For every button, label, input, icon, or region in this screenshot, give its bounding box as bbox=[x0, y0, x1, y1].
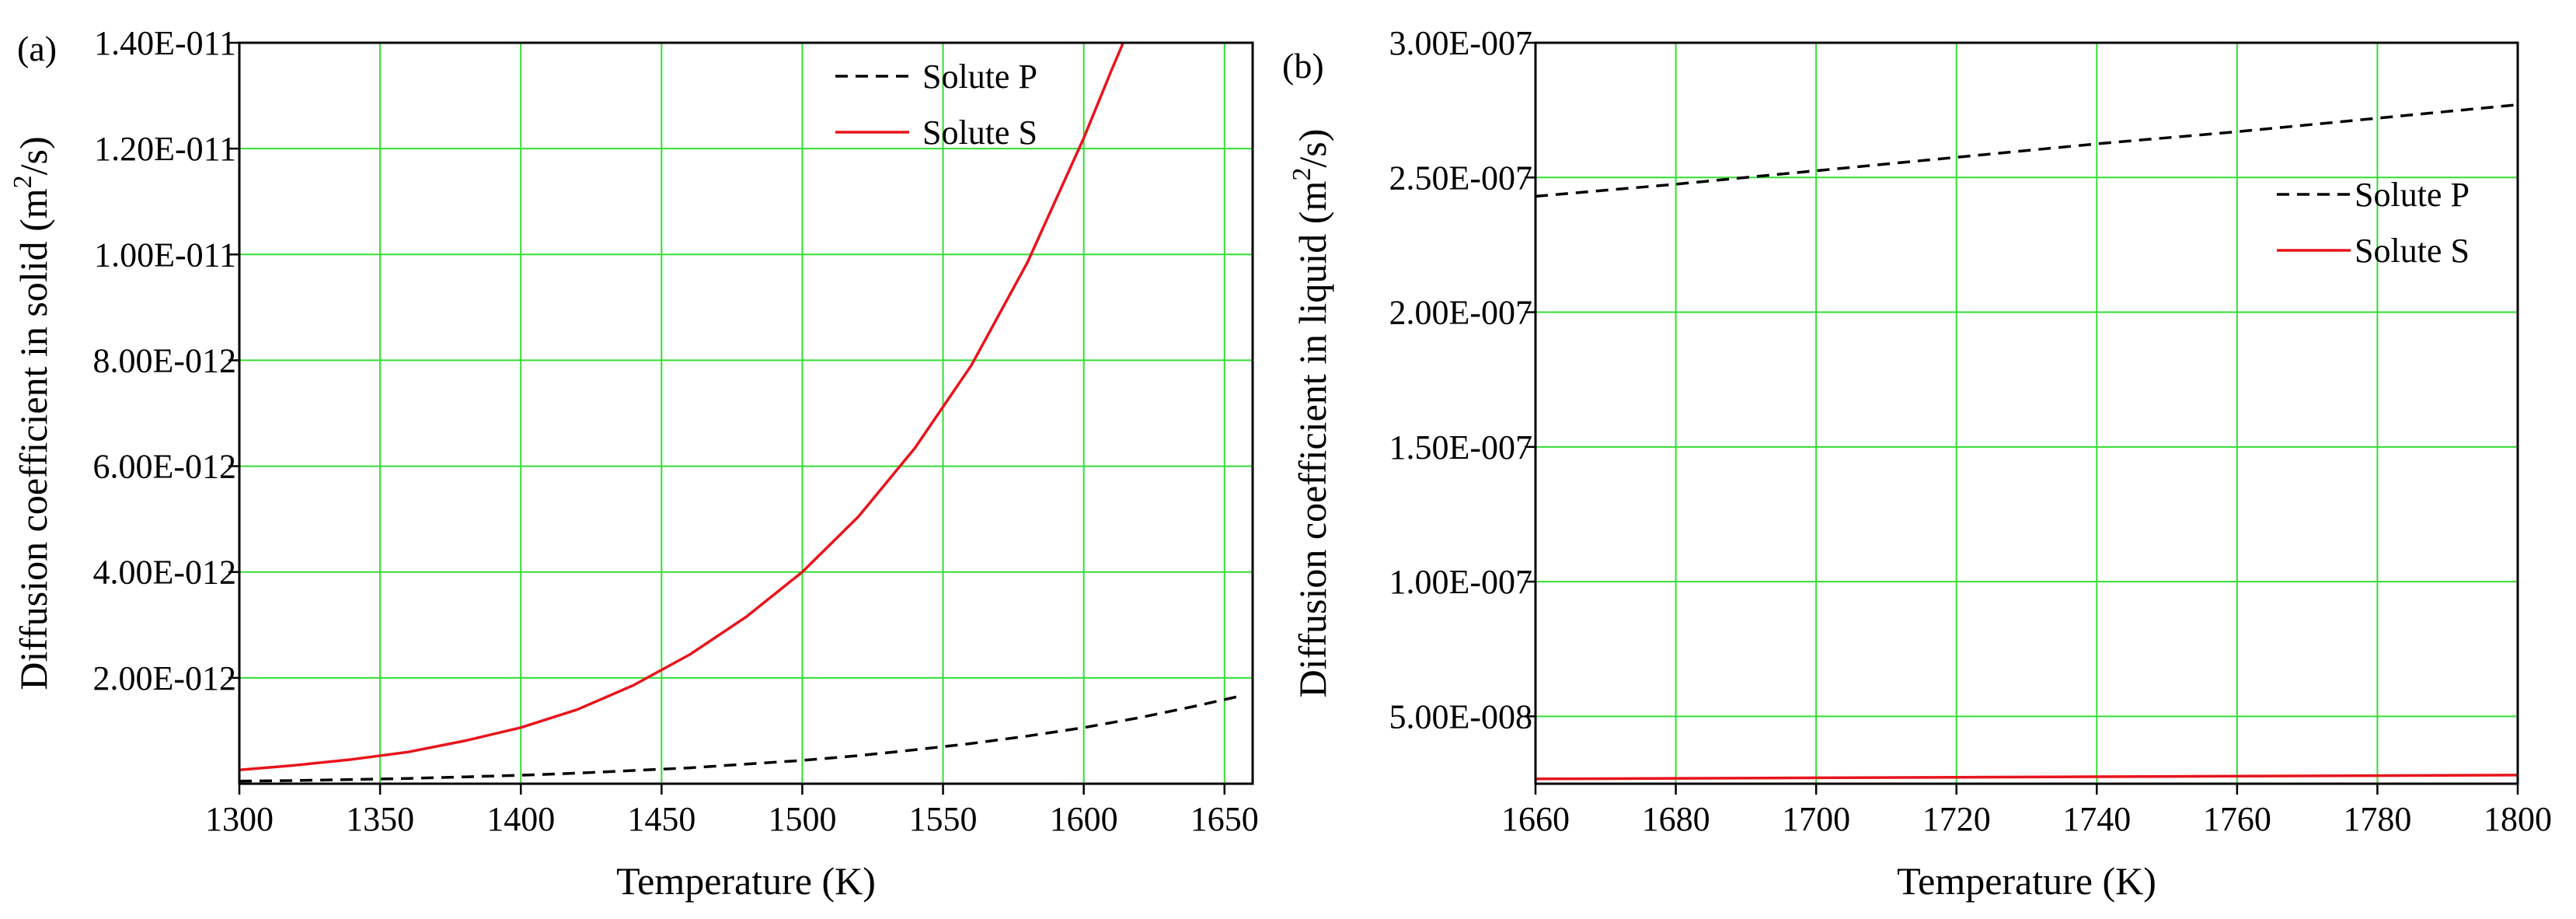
panel-label: (a) bbox=[17, 29, 57, 68]
chart-panel-b: 1660 1680 1700 1720 1740 1760 1780 1800 5.00E-00… bbox=[1282, 24, 2552, 903]
x-tick-label: 1500 bbox=[768, 800, 836, 838]
legend-label: Solute S bbox=[2355, 232, 2470, 270]
x-tick-label: 1780 bbox=[2343, 800, 2411, 838]
legend-label: Solute P bbox=[2355, 176, 2470, 214]
series-line-solute-p bbox=[1535, 103, 2518, 198]
x-tick-label: 1650 bbox=[1190, 800, 1259, 838]
x-tick-label: 1760 bbox=[2203, 800, 2271, 838]
x-axis-title: Temperature (K) bbox=[1897, 859, 2156, 903]
y-tick-label: 2.50E-007 bbox=[1389, 159, 1532, 197]
x-tick-label: 1680 bbox=[1642, 800, 1710, 838]
legend: Solute P Solute S bbox=[2277, 176, 2470, 270]
y-axis-title-unit: /s) bbox=[12, 136, 55, 175]
y-tick-label: 2.00E-012 bbox=[92, 659, 236, 697]
legend-label: Solute P bbox=[922, 58, 1037, 96]
y-axis-title-unit: /s) bbox=[1291, 129, 1334, 168]
y-axis-title-text: Diffusion coefficient in liquid (m bbox=[1291, 181, 1334, 698]
x-tick-label: 1800 bbox=[2484, 800, 2552, 838]
y-tick-label: 1.00E-011 bbox=[94, 236, 236, 274]
plot-frame bbox=[238, 41, 1254, 785]
y-tick-label: 1.50E-007 bbox=[1389, 428, 1532, 466]
y-tick-label: 2.00E-007 bbox=[1389, 294, 1532, 332]
y-tick-label: 1.00E-007 bbox=[1389, 563, 1532, 601]
x-tick-label: 1350 bbox=[346, 800, 414, 838]
plot-frame bbox=[1534, 41, 2519, 785]
series-line-solute-p bbox=[239, 694, 1239, 783]
legend-label: Solute S bbox=[922, 114, 1037, 152]
x-tick-label: 1550 bbox=[909, 800, 978, 838]
x-tick-label: 1600 bbox=[1050, 800, 1118, 838]
x-axis-title: Temperature (K) bbox=[616, 859, 876, 903]
y-axis-title: Diffusion coefficient in solid (m2/s) bbox=[9, 136, 55, 690]
series-line-solute-s bbox=[1535, 774, 2518, 781]
y-tick-label: 5.00E-008 bbox=[1389, 697, 1532, 736]
panel-label: (b) bbox=[1282, 46, 1324, 86]
y-axis-title-text: Diffusion coefficient in solid (m bbox=[12, 188, 55, 690]
series-line-solute-s bbox=[239, 43, 1125, 772]
y-tick-label: 1.20E-011 bbox=[94, 130, 236, 168]
y-tick-label: 3.00E-007 bbox=[1389, 24, 1532, 62]
x-tick-label: 1400 bbox=[486, 800, 555, 838]
y-tick-label: 6.00E-012 bbox=[92, 448, 236, 486]
y-tick-label: 1.40E-011 bbox=[94, 24, 236, 62]
chart-panel-a: 1300 1350 1400 1450 1500 1550 1600 1650 2.00E-01… bbox=[9, 24, 1259, 903]
y-axis-title-superscript: 2 bbox=[1288, 168, 1316, 181]
y-axis-title: Diffusion coefficient in liquid (m2/s) bbox=[1288, 129, 1334, 698]
y-tick-label: 8.00E-012 bbox=[92, 341, 236, 379]
x-tick-label: 1300 bbox=[205, 800, 274, 838]
y-axis-title-superscript: 2 bbox=[9, 175, 37, 188]
y-tick-label: 4.00E-012 bbox=[92, 554, 236, 592]
x-tick-label: 1660 bbox=[1501, 800, 1570, 838]
x-tick-label: 1720 bbox=[1922, 800, 1991, 838]
x-tick-label: 1700 bbox=[1782, 800, 1850, 838]
x-tick-label: 1740 bbox=[2062, 800, 2131, 838]
legend: Solute P Solute S bbox=[835, 58, 1037, 152]
x-tick-label: 1450 bbox=[627, 800, 695, 838]
